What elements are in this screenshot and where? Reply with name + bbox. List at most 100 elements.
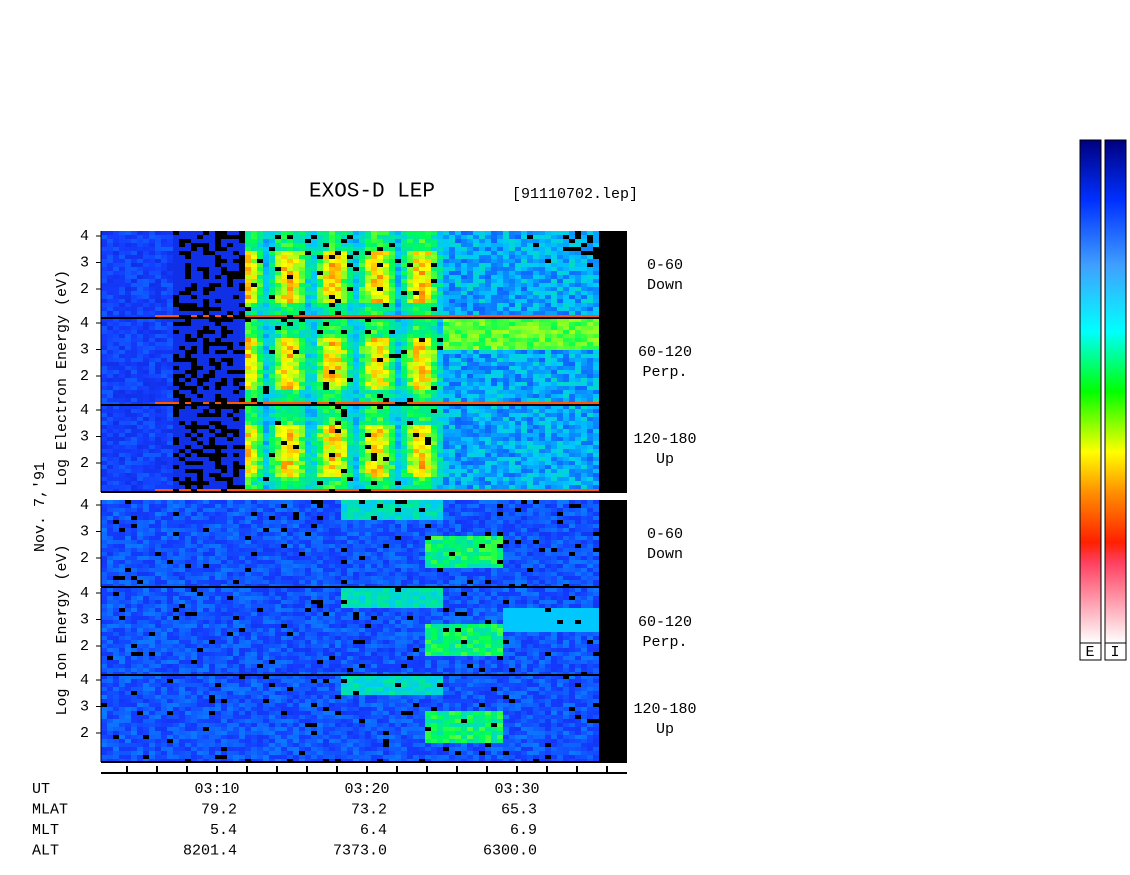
spectrum-cell	[413, 330, 419, 334]
spectrum-cell	[545, 346, 551, 350]
spectrum-cell	[407, 255, 413, 259]
spectrum-cell	[587, 279, 593, 283]
spectrum-cell	[149, 485, 155, 489]
spectrum-cell	[251, 485, 257, 489]
spectrum-cell	[125, 481, 131, 485]
spectrum-cell	[407, 481, 413, 485]
spectrum-cell	[383, 263, 389, 267]
spectrum-cell	[347, 390, 353, 394]
spectrum-cell	[215, 251, 221, 255]
spectrum-cell	[131, 303, 137, 307]
spectrum-cell	[467, 231, 473, 235]
spectrum-cell	[149, 453, 155, 457]
spectrum-cell	[191, 247, 197, 251]
spectrum-cell	[149, 394, 155, 398]
spectrum-cell	[281, 441, 287, 445]
spectrum-cell	[293, 481, 299, 485]
spectrum-cell	[101, 469, 107, 473]
spectrum-cell	[149, 473, 155, 477]
spectrum-cell	[491, 239, 497, 243]
spectrum-cell	[389, 255, 395, 259]
spectrum-cell	[335, 382, 341, 386]
spectrum-cell	[275, 326, 281, 330]
spectrum-cell	[581, 394, 587, 398]
spectrum-cell	[485, 255, 491, 259]
spectrum-cell	[143, 445, 149, 449]
spectrum-cell	[263, 330, 269, 334]
spectrum-cell	[167, 287, 173, 291]
spectrum-cell	[479, 267, 485, 271]
spectrum-cell	[353, 477, 359, 481]
spectrum-cell	[143, 453, 149, 457]
spectrum-cell	[287, 445, 293, 449]
spectrum-cell	[149, 429, 155, 433]
spectrum-cell	[227, 279, 233, 283]
spectrum-cell	[353, 433, 359, 437]
spectrum-cell	[239, 326, 245, 330]
spectrum-cell	[287, 283, 293, 287]
electron-axis-label: Log Electron Energy (eV)	[54, 270, 71, 486]
spectrum-cell	[203, 425, 209, 429]
spectrum-cell	[215, 362, 221, 366]
spectrum-cell	[419, 311, 425, 315]
spectrum-cell	[143, 318, 149, 322]
spectrum-cell	[527, 283, 533, 287]
spectrum-cell	[185, 457, 191, 461]
spectrum-cell	[185, 425, 191, 429]
spectrum-cell	[251, 318, 257, 322]
spectrum-cell	[113, 457, 119, 461]
spectrum-cell	[281, 243, 287, 247]
spectrum-cell	[383, 433, 389, 437]
spectrum-cell	[263, 429, 269, 433]
spectrum-cell	[233, 235, 239, 239]
spectrum-cell	[377, 263, 383, 267]
spectrum-cell	[521, 235, 527, 239]
spectrum-cell	[329, 481, 335, 485]
spectrum-cell	[575, 299, 581, 303]
spectrum-cell	[473, 354, 479, 358]
spectrum-cell	[125, 449, 131, 453]
spectrum-cell	[407, 461, 413, 465]
spectrum-cell	[437, 441, 443, 445]
spectrum-cell	[107, 259, 113, 263]
spectrum-cell	[455, 311, 461, 315]
spectrum-cell	[557, 251, 563, 255]
spectrum-cell	[245, 338, 251, 342]
spectrum-cell	[293, 485, 299, 489]
spectrum-cell	[593, 338, 599, 342]
spectrum-cell	[455, 354, 461, 358]
spectrum-cell	[137, 318, 143, 322]
spectrum-cell	[143, 334, 149, 338]
spectrum-cell	[467, 295, 473, 299]
spectrum-cell	[443, 255, 449, 259]
spectrum-cell	[413, 370, 419, 374]
spectrum-cell	[347, 318, 353, 322]
spectrum-cell	[479, 263, 485, 267]
spectrum-cell	[221, 299, 227, 303]
spectrum-cell	[167, 283, 173, 287]
spectrum-cell	[143, 437, 149, 441]
spectrum-cell	[461, 287, 467, 291]
spectrum-cell	[335, 485, 341, 489]
spectrum-cell	[431, 378, 437, 382]
spectrum-cell	[167, 231, 173, 235]
spectrum-cell	[569, 231, 575, 235]
spectrum-cell	[245, 322, 251, 326]
spectrum-cell	[341, 398, 347, 402]
spectrum-cell	[347, 374, 353, 378]
spectrum-cell	[413, 259, 419, 263]
spectrum-cell	[209, 370, 215, 374]
spectrum-cell	[107, 413, 113, 417]
spectrum-cell	[155, 449, 161, 453]
spectrum-cell	[131, 283, 137, 287]
spectrum-cell	[551, 291, 557, 295]
spectrum-cell	[233, 405, 239, 409]
spectrum-cell	[365, 338, 371, 342]
spectrum-cell	[401, 449, 407, 453]
spectrum-cell	[335, 350, 341, 354]
spectrum-cell	[173, 425, 179, 429]
spectrum-cell	[551, 279, 557, 283]
spectrum-cell	[431, 342, 437, 346]
spectrum-cell	[269, 311, 275, 315]
spectrum-cell	[239, 346, 245, 350]
